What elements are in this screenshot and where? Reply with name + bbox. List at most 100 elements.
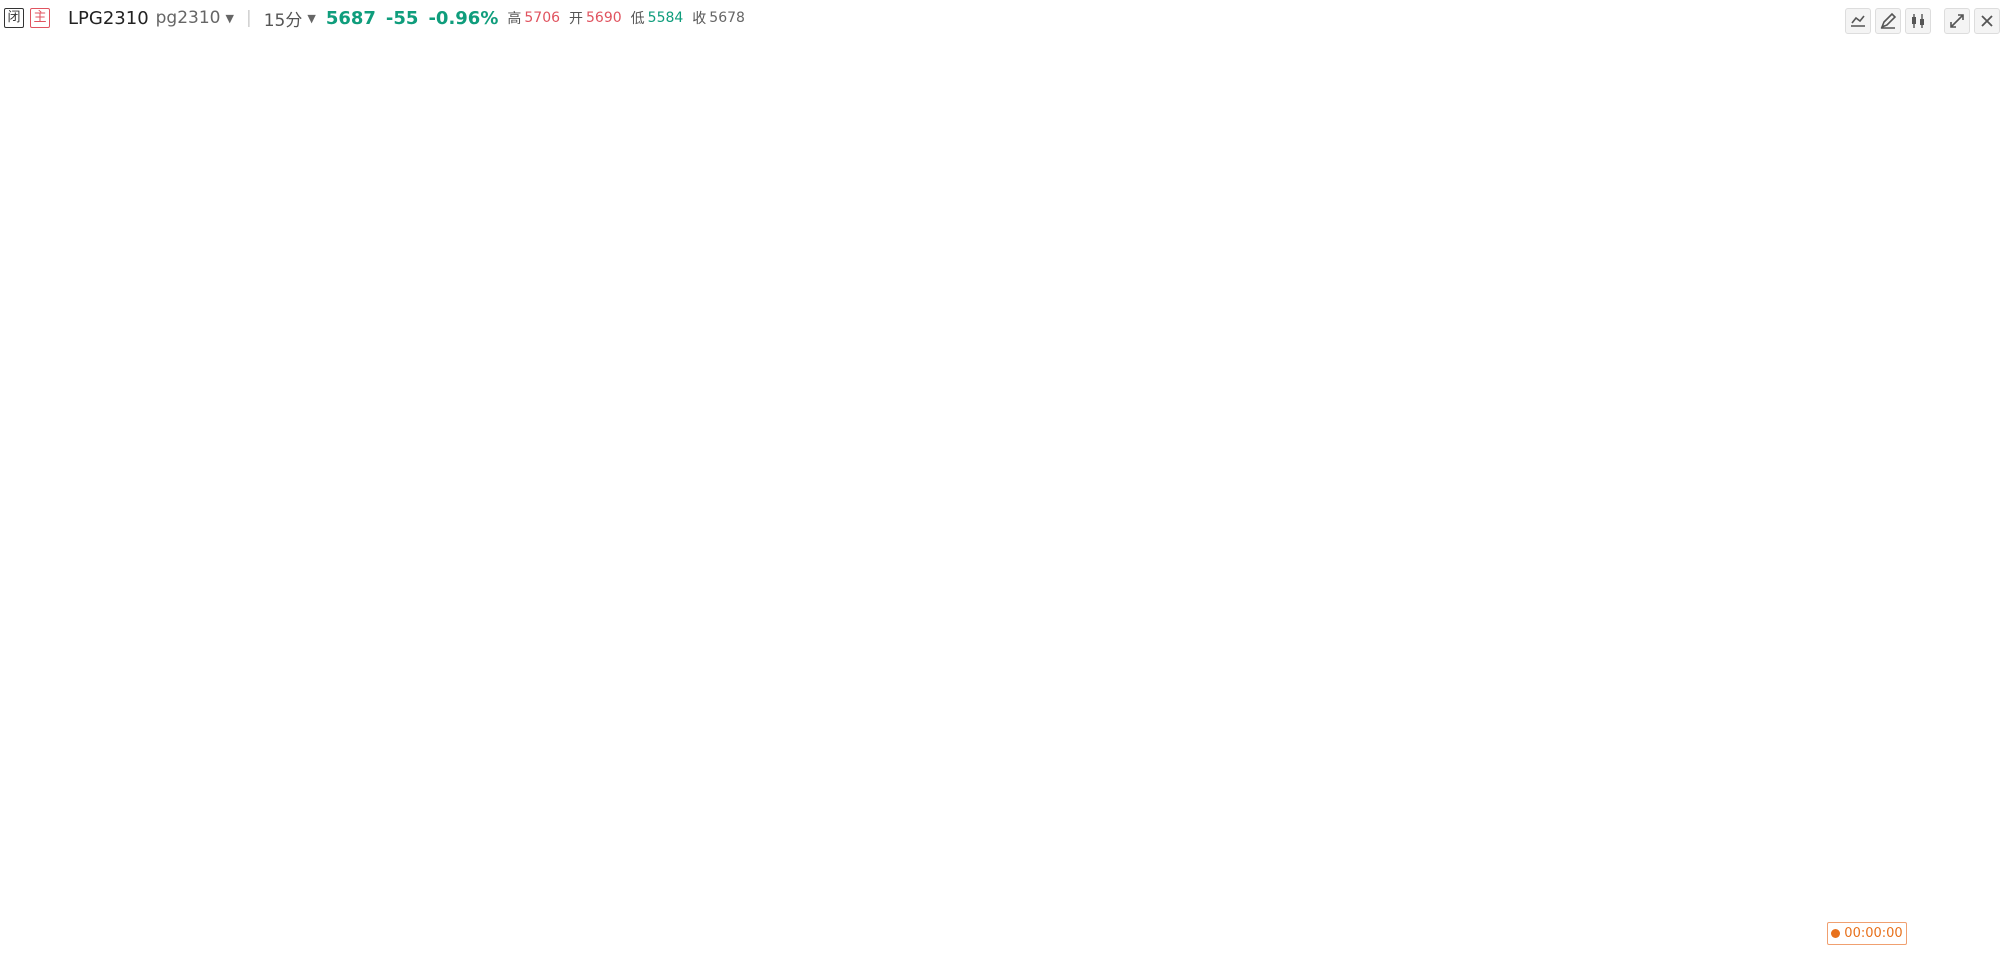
candle-body xyxy=(1452,484,1464,560)
candle-body xyxy=(744,394,756,455)
y-tick-label: 5487 xyxy=(1968,929,2006,947)
candle-body xyxy=(467,479,479,489)
candle-body xyxy=(606,534,618,550)
close-value: 5678 xyxy=(709,10,745,26)
candle-body xyxy=(760,425,772,453)
y-tick-label: 5579 xyxy=(1968,705,2006,723)
candle-body xyxy=(206,471,218,538)
main-tag[interactable]: 主 xyxy=(30,8,50,28)
candle-body xyxy=(929,195,941,215)
candle-body xyxy=(1468,457,1480,485)
candle-body xyxy=(790,263,802,378)
candle-body xyxy=(729,396,741,426)
candle-body xyxy=(1191,629,1203,664)
candle-body xyxy=(190,413,202,460)
side-panel-tab[interactable] xyxy=(1992,343,2006,413)
candle-body xyxy=(329,496,341,526)
candle-body xyxy=(636,474,648,499)
candle-body xyxy=(867,251,879,320)
candle-body xyxy=(129,566,141,596)
candle-body xyxy=(1298,551,1310,577)
candle-body xyxy=(990,270,1002,273)
candle-body xyxy=(1206,661,1218,666)
candle-body xyxy=(313,484,325,494)
closed-tag[interactable]: 闭 xyxy=(4,8,24,28)
candle-body xyxy=(82,617,94,717)
candle-body xyxy=(36,746,48,761)
y-tick-label: 5762 xyxy=(1968,262,2006,280)
candle-body xyxy=(436,530,448,666)
change-pct: -0.96% xyxy=(428,7,499,29)
candle-body xyxy=(652,459,664,475)
dropdown-caret[interactable]: ▼ xyxy=(307,11,316,25)
candle-body xyxy=(267,479,279,511)
tool-candle[interactable] xyxy=(1905,8,1931,34)
candle-body xyxy=(1114,496,1126,528)
candle-body xyxy=(575,496,587,516)
candle-body xyxy=(975,248,987,266)
dropdown-caret[interactable]: ▼ xyxy=(225,11,234,25)
candle-body xyxy=(1329,568,1341,582)
tool-expand[interactable] xyxy=(1944,8,1970,34)
candle-body xyxy=(1067,365,1079,446)
candle-body xyxy=(1421,479,1433,543)
candle-body xyxy=(590,496,602,538)
candle-body xyxy=(1129,471,1141,497)
open-value: 5690 xyxy=(586,10,622,26)
candle-body xyxy=(914,205,926,215)
candle-body xyxy=(421,661,433,679)
candle-body xyxy=(1237,644,1249,652)
candle-body xyxy=(252,510,264,572)
candle-body xyxy=(144,551,156,565)
y-tick-label: 5671 xyxy=(1968,482,2006,500)
x-tick-label: 09-11 13:45 xyxy=(304,950,396,968)
low-label: 低 xyxy=(630,11,645,27)
candle-body xyxy=(159,527,171,552)
candle-body xyxy=(683,469,695,492)
candle-body xyxy=(621,498,633,552)
side-panel-arrow xyxy=(1996,371,2003,385)
high-label: 高 xyxy=(507,11,522,27)
separator: | xyxy=(245,8,252,28)
candle-body xyxy=(1037,321,1049,361)
candle-body xyxy=(1175,537,1187,630)
x-tick-label: 10:15 xyxy=(1313,950,1356,968)
candle-body xyxy=(852,265,864,320)
candle-body xyxy=(837,221,849,269)
contract-code[interactable]: pg2310 xyxy=(155,8,221,28)
candle-body xyxy=(1437,542,1449,560)
last-price-tag xyxy=(1961,442,2006,463)
candle-body xyxy=(544,433,556,443)
candle-body xyxy=(375,554,387,642)
candle-body xyxy=(667,457,679,470)
candle-body xyxy=(1483,452,1495,460)
max-label: 5817 xyxy=(949,128,987,146)
candle-body xyxy=(52,765,64,776)
period[interactable]: 15分 xyxy=(263,10,303,31)
tool-line[interactable] xyxy=(1845,8,1871,34)
high-value: 5706 xyxy=(524,10,561,26)
tool-close[interactable] xyxy=(1974,8,2000,34)
candle-body xyxy=(1283,576,1295,623)
candle-body xyxy=(21,743,33,778)
candle-body xyxy=(113,578,125,596)
candle-body xyxy=(775,420,787,470)
candle-body xyxy=(1391,510,1403,516)
symbol: LPG2310 xyxy=(68,7,149,29)
candle-body xyxy=(513,428,525,465)
candle-body xyxy=(1052,328,1064,361)
candle-body xyxy=(221,527,233,538)
countdown-text: 00:00:00 xyxy=(1844,926,1903,941)
low-value: 5584 xyxy=(647,10,684,26)
candle-body xyxy=(1344,534,1356,569)
candle-body xyxy=(406,661,418,679)
candle-body xyxy=(1252,627,1264,647)
tool-draw[interactable] xyxy=(1875,8,1901,34)
x-tick-label: 09-08 21:30 xyxy=(58,950,150,968)
candle-body xyxy=(1098,527,1110,538)
candle-body xyxy=(1267,622,1279,628)
open-label: 开 xyxy=(569,11,584,27)
candle-body xyxy=(883,251,895,253)
min-label: 5524 xyxy=(0,839,35,857)
